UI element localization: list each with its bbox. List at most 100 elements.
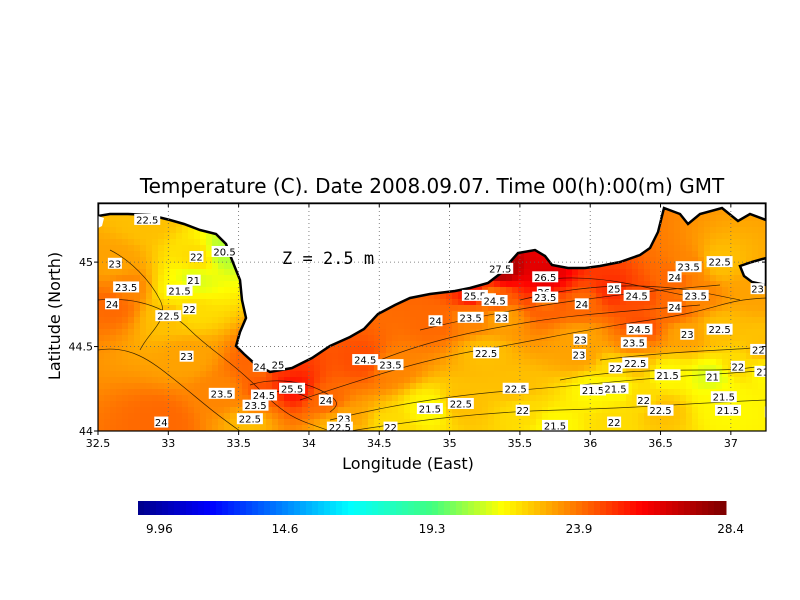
heat-cell	[638, 407, 645, 414]
heat-cell	[122, 221, 129, 228]
heat-cell	[470, 371, 477, 378]
heat-cell	[218, 323, 225, 330]
heat-cell	[134, 389, 141, 396]
contour-label-text: 21.5	[544, 421, 566, 432]
heat-cell	[740, 299, 747, 306]
heat-cell	[620, 401, 627, 408]
x-tick-label: 33	[161, 437, 175, 450]
heat-cell	[560, 329, 567, 336]
heat-cell	[506, 413, 513, 420]
y-tick-label: 44.5	[69, 341, 94, 354]
contour-label-bg	[667, 271, 682, 283]
colorbar-swatch	[270, 501, 277, 515]
heat-cell	[530, 359, 537, 366]
heat-cell	[182, 377, 189, 384]
colorbar-tick-label: 19.3	[419, 522, 446, 536]
heat-cell	[758, 299, 765, 306]
heat-cell	[110, 215, 117, 222]
heat-cell	[158, 359, 165, 366]
isotherm-line	[98, 298, 331, 431]
heat-cell	[698, 311, 705, 318]
heat-cell	[698, 257, 705, 264]
colorbar-tick-label: 23.9	[566, 522, 593, 536]
heat-cell	[230, 311, 237, 318]
contour-label-bg	[574, 298, 589, 310]
heat-cell	[476, 395, 483, 402]
heat-cell	[602, 323, 609, 330]
heat-cell	[194, 293, 201, 300]
heat-cell	[158, 341, 165, 348]
heat-cell	[146, 395, 153, 402]
heat-cell	[632, 317, 639, 324]
heat-cell	[458, 323, 465, 330]
heat-cell	[104, 251, 111, 258]
heat-cell	[746, 287, 753, 294]
heat-cell	[224, 425, 231, 431]
heat-cell	[704, 239, 711, 246]
heat-cell	[242, 383, 249, 390]
heat-cell	[362, 419, 369, 426]
heat-cell	[116, 389, 123, 396]
heat-cell	[122, 353, 129, 360]
heat-cell	[518, 287, 525, 294]
heat-cell	[332, 401, 339, 408]
heat-cell	[428, 365, 435, 372]
heat-cell	[506, 353, 513, 360]
heat-cell	[644, 263, 651, 270]
heat-cell	[620, 413, 627, 420]
heat-cell	[350, 371, 357, 378]
heat-cell	[494, 335, 501, 342]
grid-lines	[98, 203, 766, 431]
heat-cell	[530, 413, 537, 420]
heat-cell	[548, 287, 555, 294]
heat-cell	[98, 395, 105, 402]
heat-cell	[122, 215, 129, 222]
heat-cell	[104, 245, 111, 252]
colorbar-swatch	[570, 501, 577, 515]
heat-cell	[152, 413, 159, 420]
heat-cell	[752, 329, 759, 336]
heat-cell	[146, 269, 153, 276]
heat-cell	[218, 383, 225, 390]
heat-cell	[512, 347, 519, 354]
heat-cell	[182, 251, 189, 258]
heat-cell	[602, 413, 609, 420]
heat-cell	[410, 407, 417, 414]
heat-cell	[704, 347, 711, 354]
heat-cell	[446, 347, 453, 354]
heat-cell	[188, 371, 195, 378]
heat-cell	[686, 371, 693, 378]
heat-cell	[128, 407, 135, 414]
heat-cell	[158, 371, 165, 378]
heat-cell	[224, 275, 231, 282]
heat-cell	[608, 293, 615, 300]
contour-label-bg	[607, 416, 622, 428]
colorbar-swatch	[174, 501, 181, 515]
heat-cell	[326, 407, 333, 414]
heat-cell	[116, 275, 123, 282]
heat-cell	[662, 299, 669, 306]
heat-cell	[152, 383, 159, 390]
heat-cell	[764, 335, 766, 342]
heat-cell	[674, 239, 681, 246]
heat-cell	[212, 359, 219, 366]
heat-cell	[644, 383, 651, 390]
heat-cell	[206, 371, 213, 378]
heat-cell	[578, 407, 585, 414]
heat-cell	[722, 413, 729, 420]
heat-cell	[722, 215, 729, 222]
heat-cell	[224, 419, 231, 426]
heat-cell	[368, 371, 375, 378]
heat-cell	[140, 263, 147, 270]
heat-cell	[656, 419, 663, 426]
heat-cell	[188, 269, 195, 276]
heat-cell	[530, 377, 537, 384]
heat-cell	[206, 263, 213, 270]
contour-label-bg	[481, 294, 508, 306]
heat-cell	[314, 425, 321, 431]
heat-cell	[158, 395, 165, 402]
heat-cell	[128, 233, 135, 240]
heat-cell	[686, 305, 693, 312]
heat-cell	[356, 341, 363, 348]
contour-label-text: 24	[253, 362, 266, 373]
